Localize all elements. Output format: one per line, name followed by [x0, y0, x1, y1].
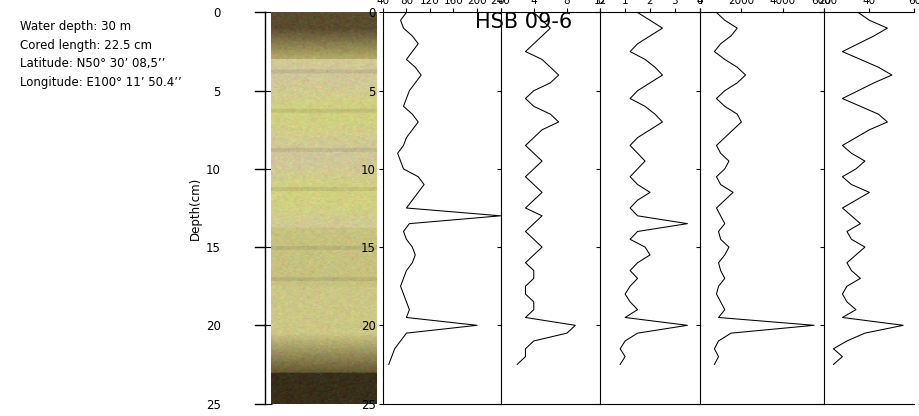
- Text: HSB 09-6: HSB 09-6: [475, 12, 573, 32]
- Y-axis label: Depth(cm): Depth(cm): [189, 176, 202, 240]
- Text: Water depth: 30 m
Cored length: 22.5 cm
Latitude: N50° 30’ 08,5’’
Longitude: E10: Water depth: 30 m Cored length: 22.5 cm …: [20, 20, 182, 89]
